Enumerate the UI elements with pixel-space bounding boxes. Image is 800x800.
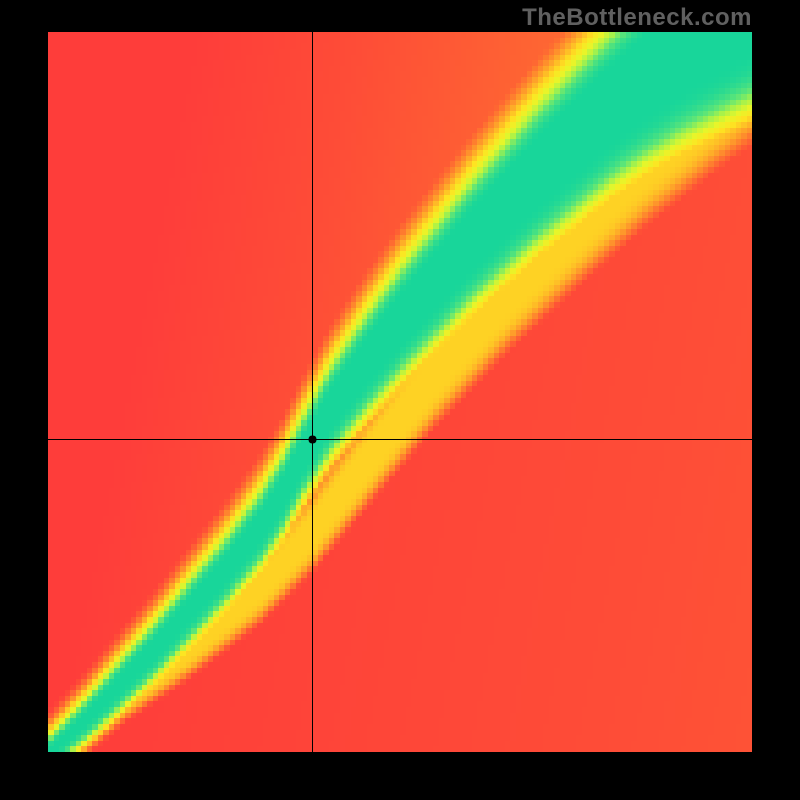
bottleneck-heatmap [48, 32, 752, 752]
watermark-text: TheBottleneck.com [522, 4, 752, 32]
figure-container: TheBottleneck.com [0, 0, 800, 800]
